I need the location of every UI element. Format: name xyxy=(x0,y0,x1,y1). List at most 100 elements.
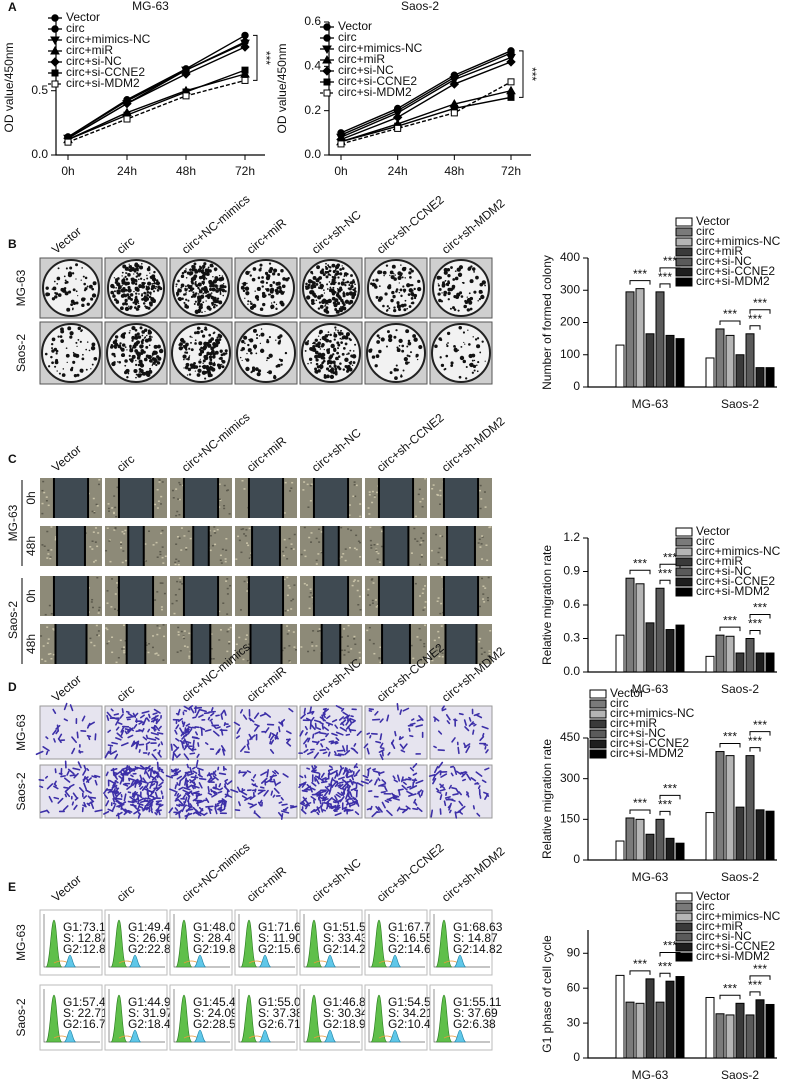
colony xyxy=(70,303,73,306)
cell xyxy=(229,585,231,587)
cell xyxy=(290,487,292,489)
marker xyxy=(65,139,71,145)
cell xyxy=(355,535,357,537)
colony xyxy=(179,342,183,346)
colony xyxy=(155,364,157,366)
marker xyxy=(324,90,330,96)
colony xyxy=(46,286,49,289)
cell xyxy=(416,541,418,543)
bracket xyxy=(630,971,650,975)
cell xyxy=(214,544,216,546)
colony xyxy=(254,290,255,291)
cell xyxy=(286,625,288,627)
cell xyxy=(335,752,336,754)
cell xyxy=(419,544,421,546)
row-label: Saos-2 xyxy=(6,601,20,639)
colony xyxy=(320,339,322,341)
colony xyxy=(401,304,405,308)
cell xyxy=(226,578,228,580)
cell xyxy=(178,482,180,484)
colony xyxy=(203,345,207,349)
colony xyxy=(277,282,281,286)
cell xyxy=(108,540,110,542)
colony xyxy=(377,270,381,274)
cell xyxy=(344,650,346,652)
colony xyxy=(149,273,150,274)
colony xyxy=(399,292,400,293)
colony xyxy=(74,374,77,377)
colony xyxy=(83,283,86,286)
cell xyxy=(96,504,98,506)
colony xyxy=(337,276,339,278)
colony xyxy=(334,308,337,311)
colony xyxy=(200,330,203,333)
cell xyxy=(412,658,414,660)
cell xyxy=(434,746,436,747)
wound-gap xyxy=(54,478,88,518)
bar xyxy=(666,838,674,860)
x-tick-label: Saos-2 xyxy=(721,397,759,411)
cell xyxy=(316,563,318,565)
colony xyxy=(196,331,200,335)
colony xyxy=(138,284,142,288)
colony xyxy=(223,283,224,284)
colony xyxy=(335,329,337,331)
bar xyxy=(656,1002,664,1058)
colony xyxy=(185,299,187,301)
column-header: circ+sh-CCNE2 xyxy=(374,840,447,904)
colony xyxy=(375,364,378,367)
colony xyxy=(329,281,331,283)
colony xyxy=(115,335,118,338)
cell xyxy=(114,608,116,610)
colony xyxy=(141,345,144,348)
cell xyxy=(214,530,216,532)
colony xyxy=(472,372,474,374)
column-header: circ xyxy=(114,234,137,257)
cell xyxy=(353,638,355,640)
cell xyxy=(46,626,48,628)
colony xyxy=(412,290,414,292)
colony xyxy=(408,271,411,274)
colony xyxy=(386,264,388,266)
colony xyxy=(117,277,120,280)
cell xyxy=(354,547,356,549)
colony xyxy=(378,298,382,302)
colony xyxy=(69,336,72,339)
colony xyxy=(89,350,91,352)
colony xyxy=(413,338,417,342)
cell xyxy=(437,631,439,633)
colony xyxy=(438,283,439,284)
colony xyxy=(280,269,283,272)
colony xyxy=(214,304,216,306)
colony xyxy=(199,290,203,294)
colony xyxy=(330,270,332,272)
cell xyxy=(87,769,88,771)
marker xyxy=(323,67,331,75)
legend-swatch xyxy=(676,248,692,256)
colony xyxy=(224,290,226,292)
colony xyxy=(241,286,245,290)
cell xyxy=(376,551,378,553)
cell xyxy=(441,557,443,559)
cell xyxy=(160,503,162,505)
colony xyxy=(253,329,257,333)
cell xyxy=(181,631,183,633)
colony xyxy=(181,284,183,286)
bar xyxy=(656,292,664,387)
cell xyxy=(484,652,486,654)
cell xyxy=(151,810,152,812)
cell xyxy=(373,643,375,645)
colony xyxy=(115,287,117,289)
annotation: *** xyxy=(663,550,677,564)
cell xyxy=(90,797,95,798)
colony xyxy=(443,293,446,296)
cell xyxy=(400,710,401,714)
colony xyxy=(329,287,331,289)
cell xyxy=(239,540,241,542)
colony xyxy=(280,364,282,366)
colony xyxy=(121,294,125,298)
colony xyxy=(252,278,256,282)
cell xyxy=(352,585,354,587)
cell xyxy=(387,799,391,800)
colony xyxy=(403,308,406,311)
